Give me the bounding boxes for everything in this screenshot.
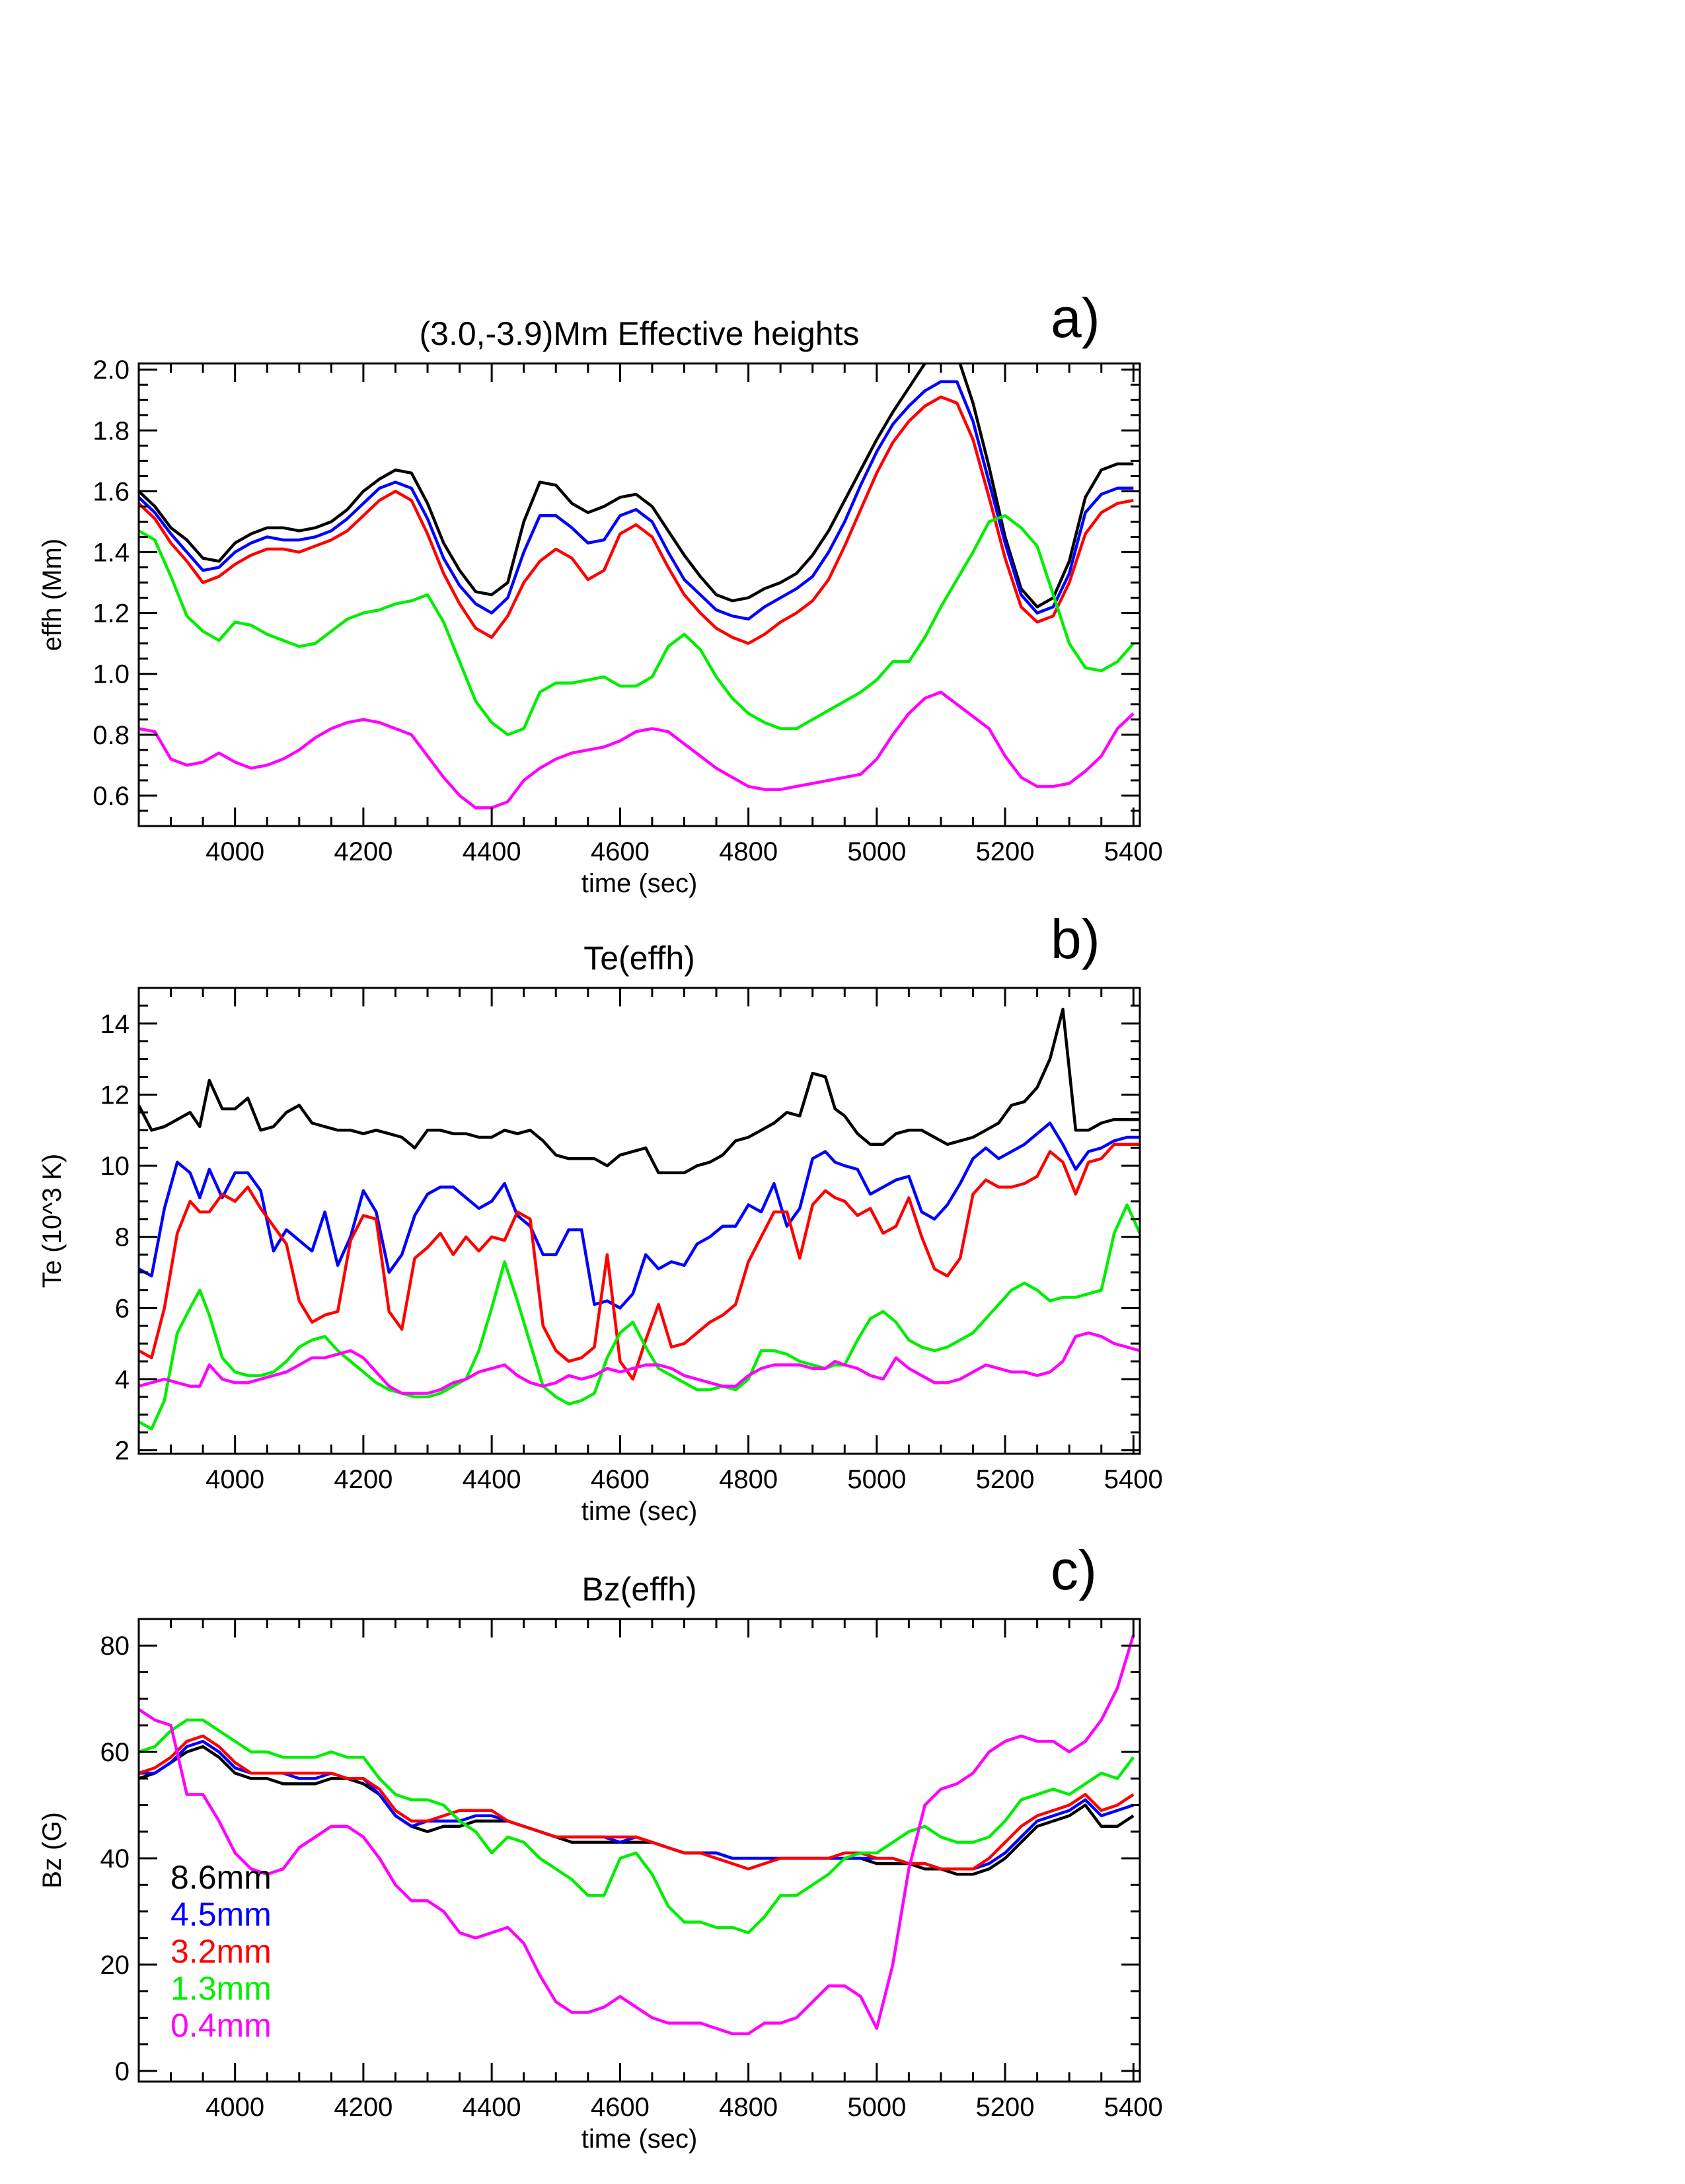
x-tick-label: 4200 xyxy=(334,2093,393,2122)
y-tick-label: 1.6 xyxy=(93,477,130,506)
y-tick-label: 20 xyxy=(100,1951,130,1980)
plot-frame xyxy=(137,1618,1141,2083)
y-tick-label: 40 xyxy=(100,1844,130,1873)
panel-label: a) xyxy=(1051,287,1100,349)
legend-entry: 1.3mm xyxy=(170,1970,272,2007)
y-tick-label: 10 xyxy=(100,1152,130,1181)
plot-frame xyxy=(137,362,1141,827)
series-line-1-3mm xyxy=(139,1718,1135,1934)
x-tick-label: 5400 xyxy=(1104,2093,1163,2122)
panel-label: c) xyxy=(1051,1539,1097,1601)
y-tick-label: 4 xyxy=(115,1365,130,1394)
series-line-4-5mm xyxy=(139,1121,1140,1310)
series-line-1-3mm xyxy=(139,1203,1140,1431)
x-tick-label: 5400 xyxy=(1104,837,1163,866)
legend-entry: 3.2mm xyxy=(170,1933,272,1970)
panel-label: b) xyxy=(1051,908,1100,970)
y-tick-label: 2 xyxy=(115,1437,130,1466)
x-tick-label: 4200 xyxy=(334,837,393,866)
y-tick-label: 1.8 xyxy=(93,416,130,445)
y-tick-label: 60 xyxy=(100,1738,130,1767)
series-line-1-3mm xyxy=(139,514,1135,737)
y-tick-label: 1.0 xyxy=(93,660,130,689)
series-line-8-6mm xyxy=(139,1745,1135,1876)
panel-title: Bz(effh) xyxy=(581,1571,696,1608)
y-tick-label: 2.0 xyxy=(93,356,130,385)
x-tick-label: 4600 xyxy=(591,1465,650,1494)
panel-2: 4000 4200 4400 4600 4800 5000 5200 5400 2 4 6 8 10 12… xyxy=(38,908,1163,1526)
y-tick-label: 0.6 xyxy=(93,782,130,811)
x-tick-label: 4000 xyxy=(206,2093,264,2122)
x-tick-label: 5000 xyxy=(847,837,906,866)
x-tick-label: 4800 xyxy=(719,1465,778,1494)
y-tick-label: 8 xyxy=(115,1223,130,1252)
series-line-0-4mm xyxy=(139,691,1135,810)
series-line-3-2mm xyxy=(139,1734,1135,1871)
x-axis-title: time (sec) xyxy=(581,2125,698,2154)
series-line-8-6mm xyxy=(139,1008,1140,1175)
y-tick-label: 80 xyxy=(100,1632,130,1661)
series-line-3-2mm xyxy=(139,395,1134,645)
x-tick-label: 4200 xyxy=(334,1465,393,1494)
x-tick-label: 4000 xyxy=(206,1465,264,1494)
x-tick-label: 5200 xyxy=(976,2093,1035,2122)
series-group xyxy=(139,1008,1140,1431)
series-line-0-4mm xyxy=(139,1331,1140,1395)
y-axis-title: Te (10^3 K) xyxy=(38,1154,67,1288)
panel-title: (3.0,-3.9)Mm Effective heights xyxy=(419,315,859,352)
x-tick-label: 4600 xyxy=(591,837,650,866)
series-line-8-6mm xyxy=(139,363,1134,609)
x-tick-label: 5200 xyxy=(976,837,1035,866)
series-line-3-2mm xyxy=(139,1143,1140,1381)
x-tick-label: 5400 xyxy=(1104,1465,1163,1494)
legend-entry: 0.4mm xyxy=(170,2007,272,2044)
x-tick-label: 5000 xyxy=(847,1465,906,1494)
series-group xyxy=(139,363,1135,810)
y-tick-label: 0.8 xyxy=(93,721,130,750)
y-axis-title: Bz (G) xyxy=(38,1812,67,1889)
y-tick-label: 12 xyxy=(100,1080,130,1110)
x-tick-label: 4600 xyxy=(591,2093,650,2122)
x-axis-title: time (sec) xyxy=(581,869,698,898)
y-tick-label: 1.2 xyxy=(93,599,130,628)
y-tick-label: 0 xyxy=(115,2057,130,2086)
panel-3: 4000 4200 4400 4600 4800 5000 5200 5400 0 20 40 60 8… xyxy=(38,1539,1163,2154)
x-tick-label: 5000 xyxy=(847,2093,906,2122)
y-tick-label: 14 xyxy=(100,1010,130,1039)
x-tick-label: 4400 xyxy=(463,1465,521,1494)
y-tick-label: 1.4 xyxy=(93,539,130,568)
y-axis-title: effh (Mm) xyxy=(38,539,67,651)
x-tick-label: 4800 xyxy=(719,837,778,866)
x-tick-label: 4800 xyxy=(719,2093,778,2122)
panel-title: Te(effh) xyxy=(583,940,695,977)
y-tick-label: 6 xyxy=(115,1294,130,1323)
x-tick-label: 5200 xyxy=(976,1465,1035,1494)
legend-entry: 4.5mm xyxy=(170,1896,272,1933)
legend-entry: 8.6mm xyxy=(170,1859,272,1896)
series-line-4-5mm xyxy=(139,380,1134,621)
x-tick-label: 4400 xyxy=(463,2093,521,2122)
x-axis-title: time (sec) xyxy=(581,1497,698,1526)
x-tick-label: 4400 xyxy=(463,837,521,866)
plot-frame xyxy=(137,987,1141,1455)
series-group xyxy=(139,1634,1135,2035)
panel-1: 4000 4200 4400 4600 4800 5000 5200 5400 0.6 0.8 1.… xyxy=(38,287,1163,898)
series-line-0-4mm xyxy=(139,1634,1135,2035)
x-tick-label: 4000 xyxy=(206,837,264,866)
